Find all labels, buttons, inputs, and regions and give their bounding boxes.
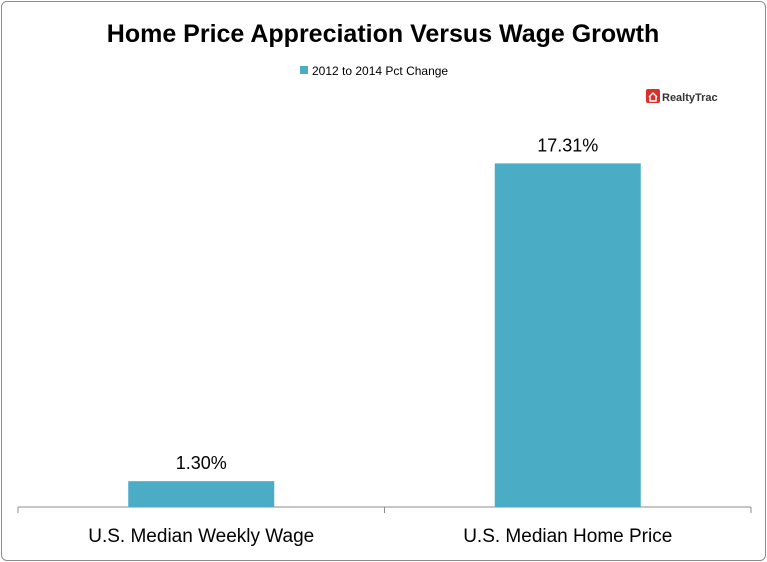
house-icon xyxy=(646,89,660,103)
legend-label: 2012 to 2014 Pct Change xyxy=(312,64,448,78)
chart-title: Home Price Appreciation Versus Wage Grow… xyxy=(107,20,659,48)
legend: 2012 to 2014 Pct Change xyxy=(300,64,448,78)
realtytrac-logo: RealtyTrac xyxy=(646,89,718,104)
x-tick-label-2: U.S. Median Home Price xyxy=(463,526,672,547)
data-label-2: 17.31% xyxy=(537,135,598,155)
plot-area: 1.30% U.S. Median Weekly Wage 17.31% U.S. M… xyxy=(17,135,752,547)
bar-2 xyxy=(494,163,641,508)
data-label-1: 1.30% xyxy=(176,453,227,473)
legend-swatch xyxy=(300,66,308,74)
bar-1 xyxy=(128,481,275,507)
x-tick-label-1: U.S. Median Weekly Wage xyxy=(88,526,314,547)
logo-wordmark: RealtyTrac xyxy=(662,92,718,104)
